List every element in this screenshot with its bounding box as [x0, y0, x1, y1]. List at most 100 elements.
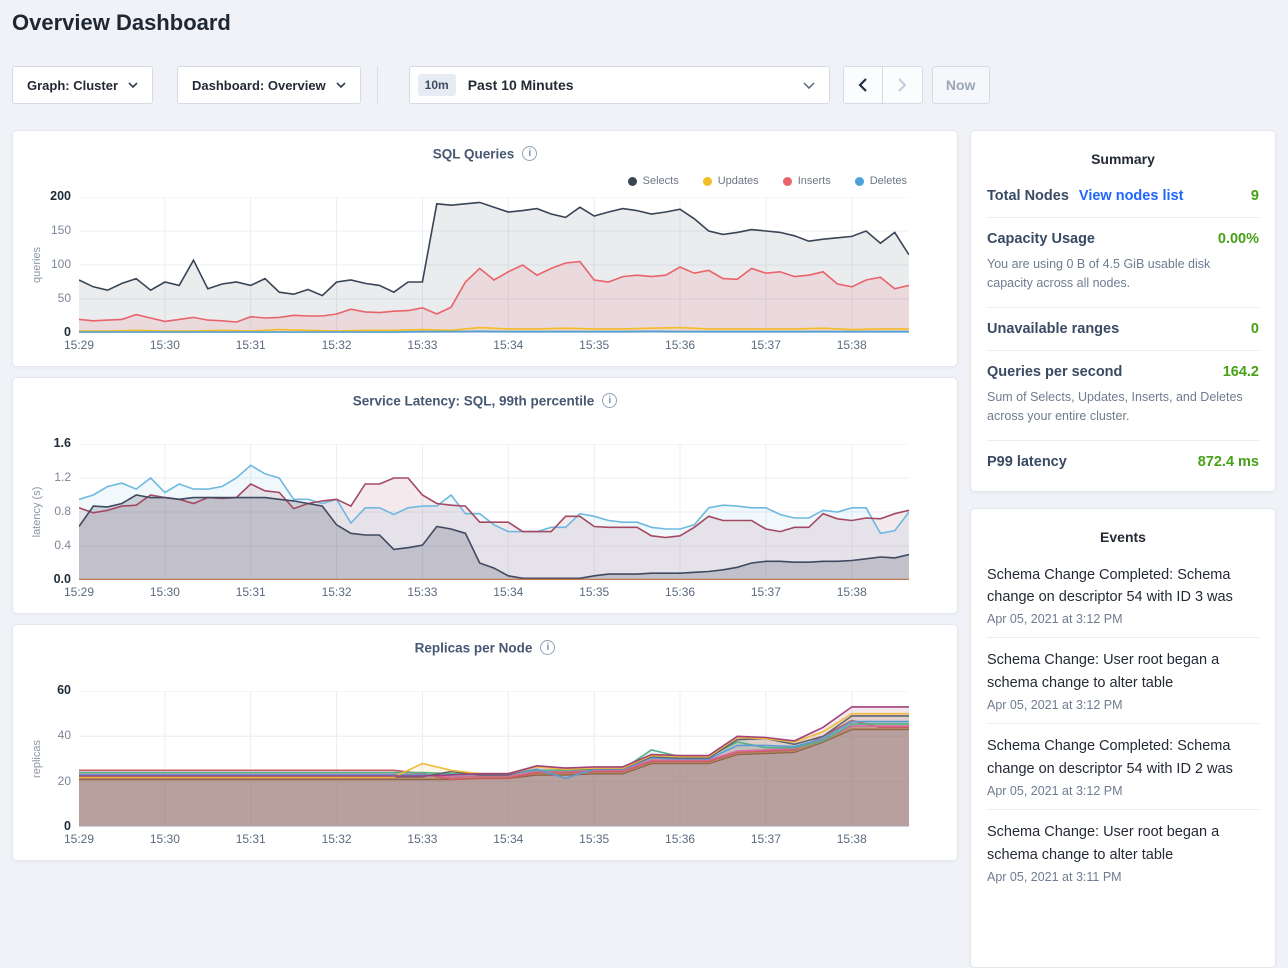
summary-row-total-nodes: Total Nodes View nodes list 9: [987, 175, 1259, 218]
x-tick-label: 15:31: [235, 338, 266, 352]
y-tick-label: 20: [57, 773, 71, 788]
event-timestamp: Apr 05, 2021 at 3:12 PM: [987, 698, 1123, 713]
time-range-badge: 10m: [417, 74, 456, 96]
x-tick-label: 15:37: [750, 832, 781, 846]
plot-area[interactable]: [78, 443, 910, 581]
x-tick-label: 15:32: [321, 585, 352, 599]
summary-label: Unavailable ranges: [987, 320, 1120, 337]
event-message: Schema Change: User root began a schema …: [987, 824, 1220, 863]
event-timestamp: Apr 05, 2021 at 3:12 PM: [987, 784, 1123, 799]
y-tick-label: 0.4: [54, 538, 71, 552]
x-tick-label: 15:29: [63, 338, 95, 352]
summary-row-capacity-usage: Capacity Usage 0.00% You are using 0 B o…: [987, 218, 1259, 308]
page-title: Overview Dashboard: [12, 10, 231, 35]
summary-value: 164.2: [1222, 363, 1259, 380]
node-brown-series-area: [79, 729, 909, 827]
chart-title: Replicas per Node: [414, 640, 533, 656]
info-icon[interactable]: [602, 393, 618, 409]
time-back-button[interactable]: [844, 67, 883, 103]
summary-description: You are using 0 B of 4.5 GiB usable disk…: [987, 257, 1211, 291]
events-panel: Events Schema Change Completed: Schema c…: [970, 507, 1276, 968]
y-tick-label: 40: [57, 728, 71, 743]
chevron-down-icon: [128, 82, 138, 88]
y-axis-label: replicas: [31, 740, 43, 778]
legend-dot-icon: [702, 176, 712, 186]
service-latency-chart-panel: Service Latency: SQL, 99th percentile la…: [12, 377, 958, 614]
x-tick-label: 15:33: [407, 585, 438, 599]
legend-dot-icon: [782, 176, 792, 186]
charts-column: SQL Queries Selects Updates Inserts Deletes…: [12, 130, 958, 871]
latency-chart-svg: [78, 443, 910, 581]
chart-title: Service Latency: SQL, 99th percentile: [352, 393, 595, 409]
graph-dropdown[interactable]: Graph: Cluster: [12, 66, 154, 104]
node-red-series-line: [79, 719, 909, 781]
x-tick-label: 15:29: [63, 585, 95, 599]
y-tick-label: 60: [57, 683, 71, 697]
chart-legend: Selects Updates Inserts Deletes: [627, 175, 907, 187]
summary-label: Queries per second: [987, 363, 1123, 380]
y-tick-label: 200: [50, 189, 71, 203]
summary-value: 0: [1250, 320, 1259, 337]
event-timestamp: Apr 05, 2021 at 3:12 PM: [987, 612, 1123, 627]
x-tick-label: 15:32: [321, 338, 352, 352]
x-tick-label: 15:29: [63, 832, 95, 846]
selects-series-area: [79, 202, 909, 333]
info-icon[interactable]: [540, 640, 556, 656]
latency-navy-series-line: [78, 494, 910, 580]
x-tick-label: 15:35: [579, 585, 610, 599]
events-title: Events: [1100, 528, 1146, 545]
x-tick-label: 15:38: [836, 832, 867, 846]
selects-series-line: [78, 201, 910, 297]
inserts-series-line: [78, 260, 910, 323]
node-blue-series-area: [79, 721, 909, 827]
y-tick-label: 0: [64, 325, 71, 339]
node-maroon-series-line: [79, 706, 909, 777]
info-icon[interactable]: [522, 146, 538, 162]
y-tick-label: 100: [50, 257, 71, 271]
summary-label: Total Nodes: [987, 188, 1069, 204]
x-tick-label: 15:38: [836, 338, 867, 352]
x-tick-label: 15:37: [750, 338, 781, 352]
x-tick-label: 15:33: [407, 338, 438, 352]
node-grey-series-area: [79, 715, 909, 827]
legend-item-deletes: Deletes: [854, 175, 907, 187]
event-message: Schema Change: User root began a schema …: [987, 652, 1220, 691]
summary-row-p99-latency: P99 latency 872.4 ms: [987, 441, 1259, 483]
time-forward-button[interactable]: [883, 67, 922, 103]
summary-row-unavailable-ranges: Unavailable ranges 0: [987, 308, 1259, 351]
updates-series-line: [79, 326, 909, 332]
latency-navy-series-area: [79, 495, 909, 580]
x-tick-label: 15:30: [149, 832, 180, 846]
controls-divider: [376, 66, 378, 104]
x-tick-label: 15:36: [665, 338, 696, 352]
y-tick-label: 0.0: [53, 572, 71, 586]
x-tick-label: 15:35: [579, 832, 610, 846]
node-red-series-area: [79, 720, 909, 827]
x-tick-label: 15:30: [149, 585, 180, 599]
latency-blue-series-line: [78, 464, 910, 535]
dashboard-dropdown[interactable]: Dashboard: Overview: [177, 66, 361, 104]
summary-row-queries-per-second: Queries per second 164.2 Sum of Selects,…: [987, 351, 1259, 441]
x-tick-label: 15:31: [235, 832, 266, 846]
node-maroon-series-area: [79, 706, 909, 827]
x-tick-label: 15:35: [579, 338, 610, 352]
x-tick-label: 15:37: [750, 585, 781, 599]
event-item: Schema Change: User root began a schema …: [987, 638, 1259, 725]
replicas-chart-panel: Replicas per Node replicas 0 20 40 60 15:29 1…: [12, 624, 958, 861]
now-button[interactable]: Now: [931, 66, 990, 104]
legend-dot-icon: [854, 176, 864, 186]
event-message: Schema Change Completed: Schema change o…: [987, 566, 1233, 605]
legend-dot-icon: [627, 176, 637, 186]
legend-item-inserts: Inserts: [782, 175, 831, 187]
summary-title: Summary: [1091, 151, 1155, 167]
plot-area[interactable]: [78, 196, 910, 333]
node-tan-series-line: [79, 727, 909, 780]
y-tick-label: 1.6: [53, 436, 71, 450]
view-nodes-list-link[interactable]: View nodes list: [1078, 188, 1184, 204]
time-range-selector[interactable]: 10m Past 10 Minutes: [408, 66, 830, 104]
summary-value: 0.00%: [1217, 231, 1259, 247]
y-tick-label: 0.8: [54, 504, 71, 518]
plot-area[interactable]: [79, 690, 909, 827]
y-tick-label: 50: [57, 291, 71, 305]
event-item: Schema Change Completed: Schema change o…: [987, 553, 1259, 639]
